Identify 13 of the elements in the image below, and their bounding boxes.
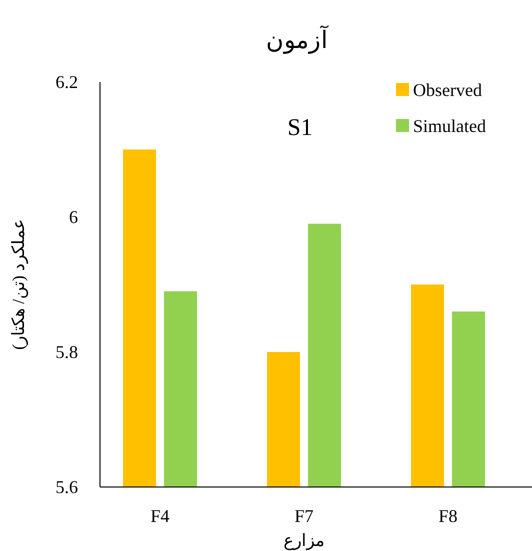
y-axis-title: عملکرد (تن/ هکتار) <box>9 219 29 350</box>
y-tick-label: 5.8 <box>56 342 78 362</box>
x-tick-label: F4 <box>150 506 170 526</box>
x-tick-label: F7 <box>294 506 314 526</box>
legend-label: Observed <box>413 80 482 100</box>
x-axis-title: مزارع <box>284 531 324 551</box>
y-tick-label: 6.2 <box>56 72 78 92</box>
x-tick-label: F8 <box>438 506 458 526</box>
annotation: S1 <box>287 115 313 141</box>
y-tick-label: 6 <box>69 207 78 227</box>
legend-label: Simulated <box>413 116 486 136</box>
chart-title: آزمون <box>266 25 329 54</box>
y-tick-label: 5.6 <box>56 477 78 497</box>
